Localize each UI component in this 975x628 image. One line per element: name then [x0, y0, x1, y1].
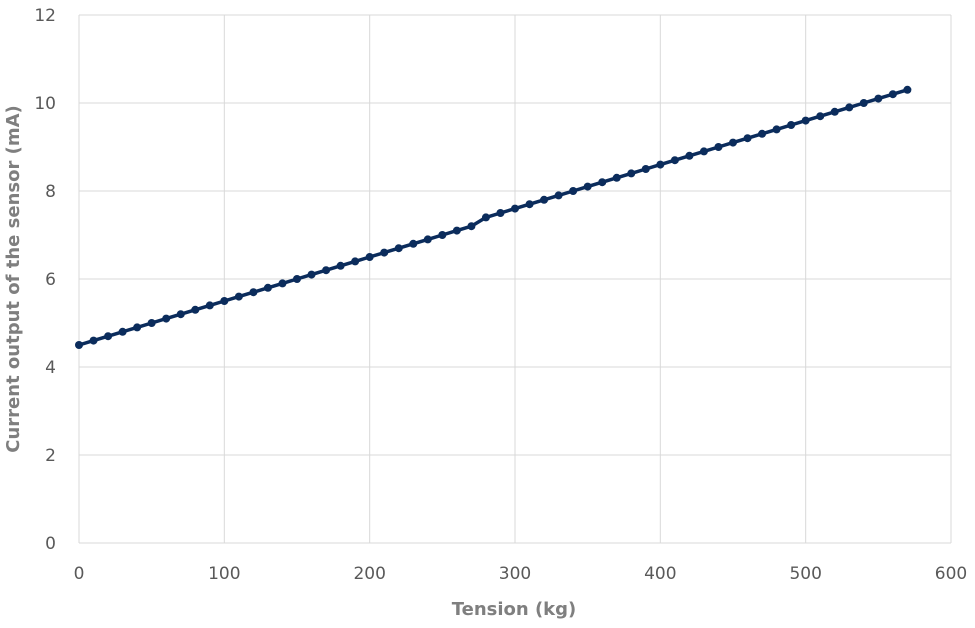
data-point: [118, 327, 127, 336]
data-point: [511, 204, 519, 213]
data-point: [903, 85, 912, 94]
data-point: [830, 107, 839, 116]
data-point: [525, 200, 534, 209]
data-point: [191, 305, 200, 314]
data-point: [554, 191, 563, 200]
data-point: [627, 169, 636, 178]
series-line: [78, 88, 908, 347]
data-point: [104, 332, 113, 341]
data-point: [583, 182, 592, 191]
data-point: [481, 213, 490, 222]
data-point: [641, 165, 650, 173]
y-tick-label: 10: [34, 94, 56, 114]
data-point: [75, 341, 83, 349]
data-point: [845, 103, 854, 112]
x-tick-label: 400: [644, 564, 676, 584]
data-point: [874, 94, 883, 103]
data-point: [452, 226, 461, 235]
data-point: [743, 134, 752, 143]
data-point: [423, 235, 432, 244]
data-point: [133, 323, 142, 332]
y-tick-labels: 0 2 4 6 8 10 12: [34, 6, 56, 554]
data-point: [496, 209, 505, 217]
data-point: [409, 239, 418, 248]
y-tick-label: 6: [45, 270, 56, 290]
y-tick-label: 2: [45, 446, 56, 466]
y-tick-label: 0: [45, 534, 56, 554]
data-point: [322, 266, 331, 275]
data-point: [162, 314, 171, 323]
data-point: [176, 310, 185, 319]
data-point: [816, 112, 825, 121]
data-point: [540, 195, 549, 204]
y-tick-label: 12: [34, 6, 56, 26]
x-tick-label: 300: [499, 564, 531, 584]
data-point: [234, 292, 243, 301]
data-point: [278, 279, 287, 288]
data-point: [685, 151, 694, 160]
x-tick-label: 600: [935, 564, 967, 584]
data-point: [220, 297, 229, 305]
data-point: [670, 156, 679, 165]
data-point: [801, 116, 810, 125]
x-tick-label: 500: [789, 564, 821, 584]
data-point: [351, 257, 360, 266]
data-point: [249, 288, 258, 297]
data-point: [205, 301, 214, 310]
data-point: [888, 90, 897, 99]
data-point: [772, 125, 781, 134]
data-point: [307, 270, 316, 279]
data-point: [859, 99, 868, 107]
data-point: [467, 222, 476, 231]
data-point: [336, 261, 345, 270]
y-tick-label: 4: [45, 358, 56, 378]
x-tick-label: 200: [353, 564, 385, 584]
y-axis-title: Current output of the sensor (mA): [3, 105, 24, 452]
data-point: [612, 173, 621, 182]
data-point: [263, 283, 272, 292]
data-point: [729, 138, 737, 147]
data-point: [394, 244, 403, 253]
x-tick-labels: 0 100 200 300 400 500 600: [74, 564, 968, 584]
series-layer: [75, 85, 912, 349]
data-point: [293, 275, 301, 283]
data-point: [758, 129, 767, 138]
data-point: [569, 187, 578, 195]
data-point: [89, 336, 98, 345]
data-point: [147, 319, 156, 327]
data-point: [699, 147, 708, 156]
data-point: [438, 231, 447, 239]
y-tick-label: 8: [45, 182, 56, 202]
data-point: [365, 253, 374, 261]
data-point: [598, 178, 607, 187]
x-tick-label: 0: [74, 564, 85, 584]
x-axis-title: Tension (kg): [452, 599, 577, 620]
data-point: [787, 121, 796, 129]
data-point: [380, 248, 389, 257]
gridlines: [78, 14, 952, 544]
data-point: [656, 160, 665, 169]
x-tick-label: 100: [208, 564, 240, 584]
data-point: [714, 143, 723, 151]
